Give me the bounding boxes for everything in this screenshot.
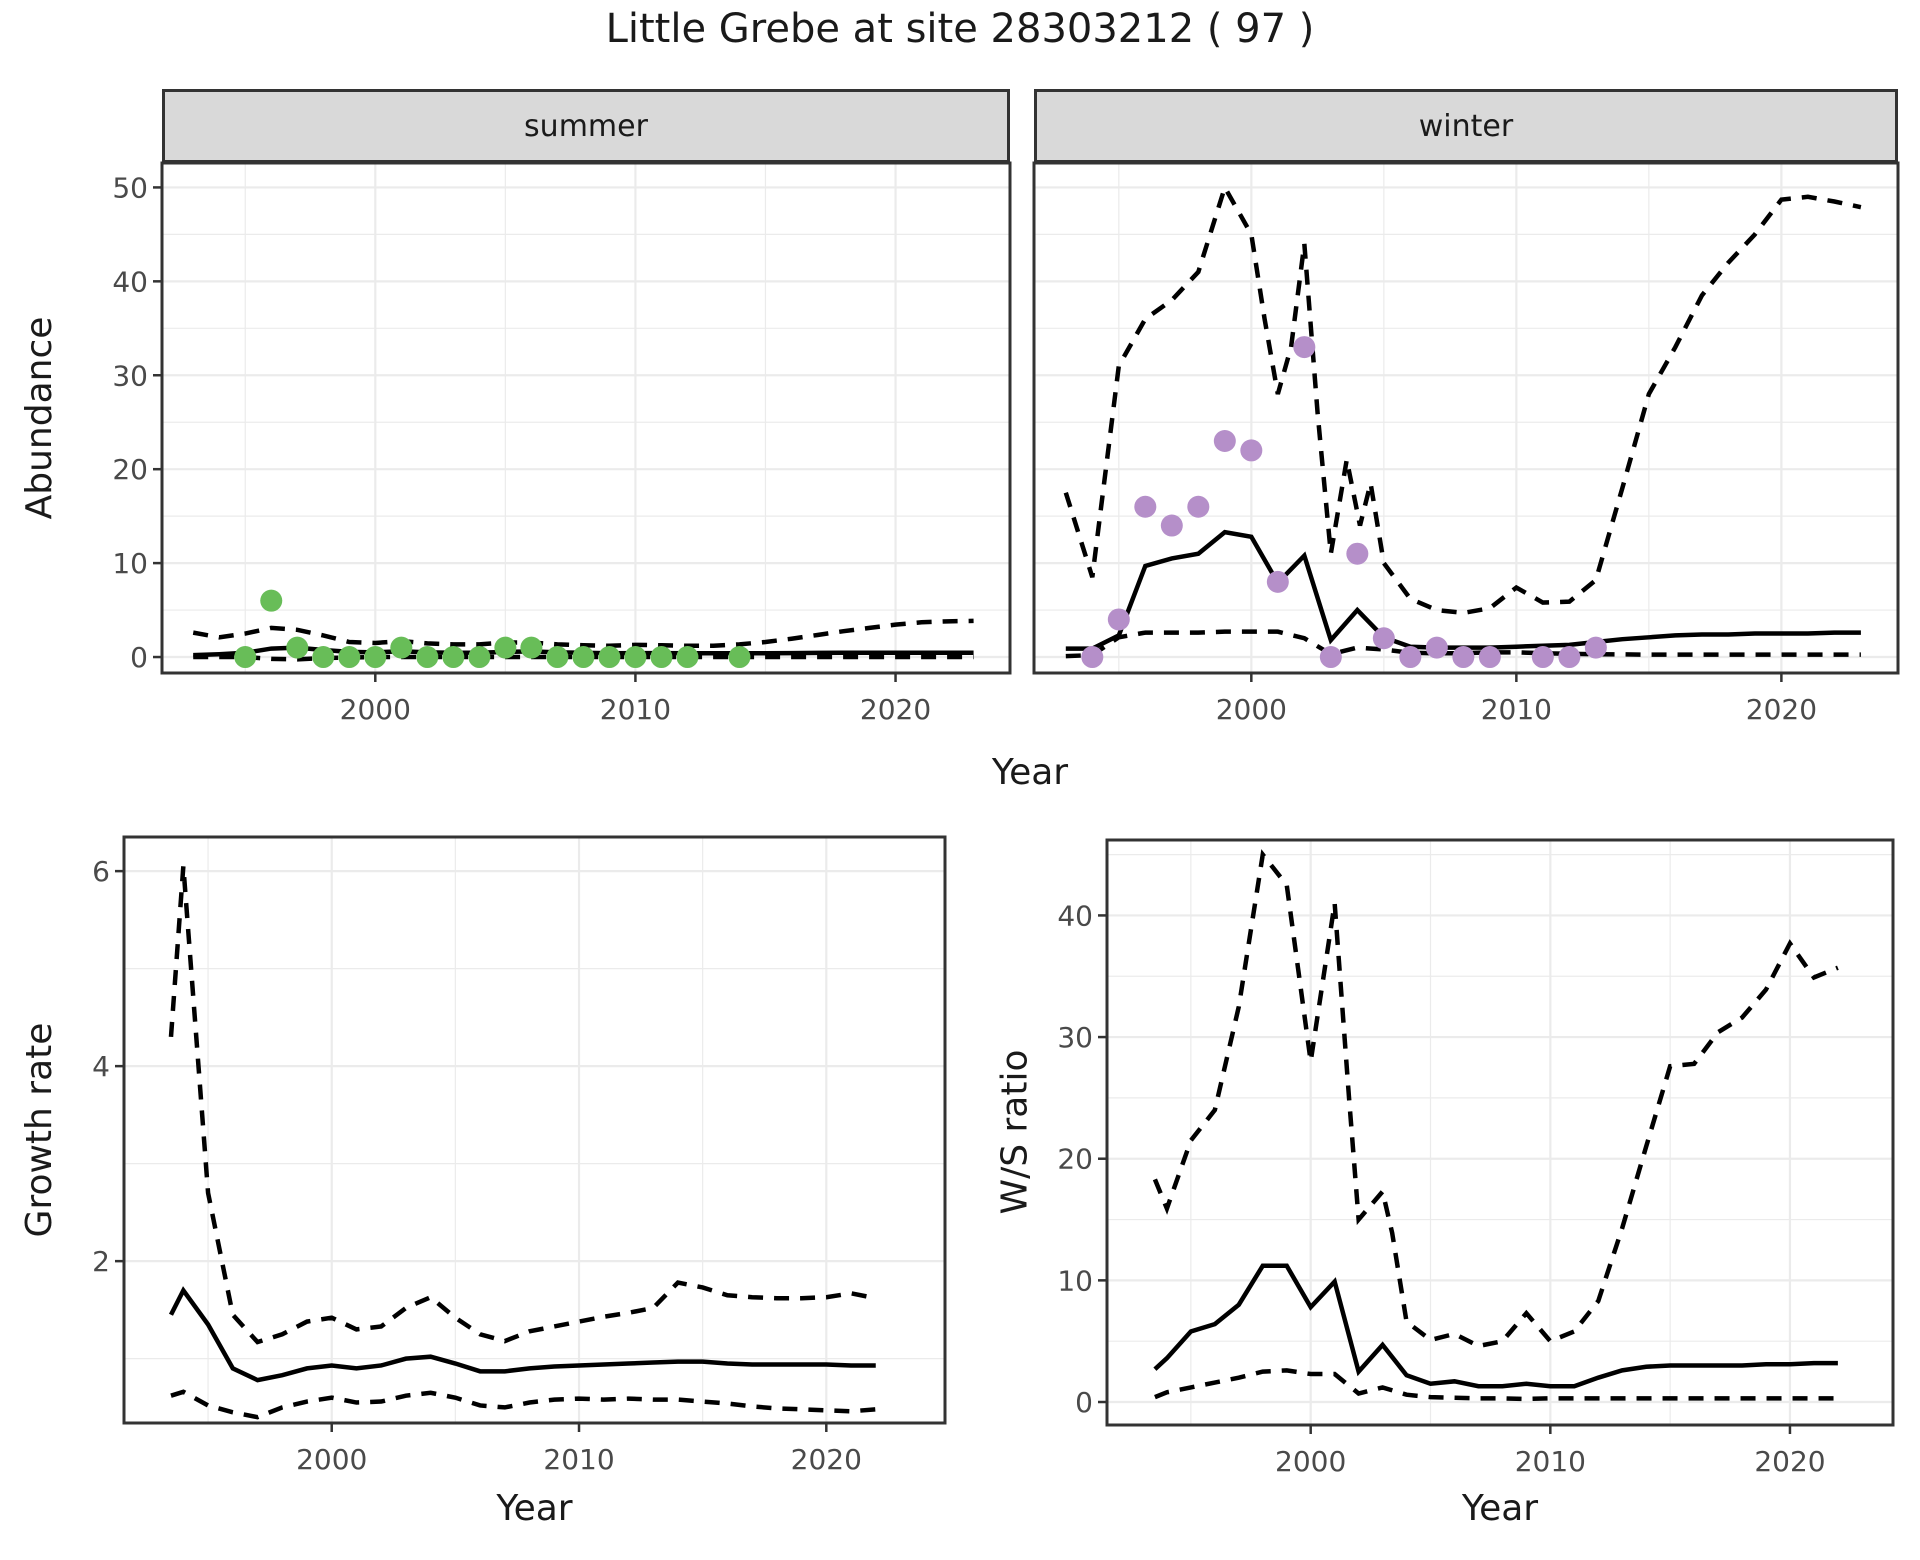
- data-point: [390, 636, 413, 659]
- data-point: [234, 646, 257, 669]
- x-tick-label: 2020: [860, 693, 931, 726]
- data-point: [260, 589, 283, 612]
- data-point: [1213, 430, 1236, 453]
- data-point: [1452, 646, 1475, 669]
- y-axis-title-growth-rate: Growth rate: [19, 1022, 60, 1238]
- data-point: [624, 646, 647, 669]
- abundance-winter-panel: 2000 2010 2020: [1032, 161, 1900, 726]
- y-tick-label: 50: [112, 171, 148, 204]
- data-point: [338, 646, 361, 669]
- x-tick-label: 2010: [543, 1443, 614, 1476]
- data-point: [520, 636, 543, 659]
- y-tick-label: 30: [1057, 1021, 1093, 1054]
- abundance-summer-panel: 2000 2010 2020 0 10 20 30 40 50: [112, 161, 1012, 726]
- data-point: [1372, 627, 1395, 650]
- facet-strip-summer: summer: [162, 89, 1010, 163]
- y-tick-label: 30: [112, 359, 148, 392]
- data-point: [1558, 646, 1581, 669]
- data-point: [546, 646, 569, 669]
- x-axis-title-year-growth: Year: [496, 1488, 573, 1529]
- facet-strip-summer-label: summer: [524, 108, 648, 144]
- y-tick-label: 10: [1057, 1264, 1093, 1297]
- data-point: [572, 646, 595, 669]
- y-axis-title-abundance: Abundance: [19, 316, 60, 520]
- estimate-line: [1065, 529, 1861, 651]
- x-tick-label: 2000: [1275, 1445, 1346, 1478]
- panel-border: [122, 835, 947, 1425]
- panel-border: [160, 161, 1012, 675]
- data-point: [1584, 636, 1607, 659]
- plot-title: Little Grebe at site 28303212 ( 97 ): [605, 6, 1315, 52]
- upper-ci-line: [168, 866, 877, 1345]
- upper-ci-line: [1152, 849, 1839, 1349]
- x-tick-label: 2010: [600, 693, 671, 726]
- lower-ci-line: [1065, 629, 1861, 659]
- data-point: [1399, 646, 1422, 669]
- panel-border: [1105, 838, 1895, 1427]
- y-tick-label: 10: [112, 547, 148, 580]
- x-tick-label: 2020: [791, 1443, 862, 1476]
- data-point: [494, 636, 517, 659]
- data-point: [1293, 336, 1316, 359]
- estimate-line: [168, 1286, 876, 1383]
- data-point: [728, 646, 751, 669]
- x-tick-label: 2000: [1216, 693, 1287, 726]
- y-tick-label: 40: [112, 265, 148, 298]
- x-axis-title-year-top: Year: [991, 752, 1069, 793]
- facet-strip-winter-label: winter: [1418, 108, 1514, 144]
- y-tick-label: 20: [112, 453, 148, 486]
- x-tick-label: 2010: [1515, 1445, 1586, 1478]
- y-tick-label: 2: [92, 1245, 110, 1278]
- lower-ci-line: [170, 1389, 876, 1420]
- data-point: [312, 646, 335, 669]
- data-point: [1266, 570, 1289, 593]
- data-point: [468, 646, 491, 669]
- y-tick-label: 4: [92, 1050, 110, 1083]
- x-tick-label: 2020: [1754, 1445, 1825, 1478]
- x-tick-label: 2010: [1481, 693, 1552, 726]
- growth-rate-panel: 2000 2010 2020 2 4 6: [92, 835, 947, 1476]
- lower-ci-line: [1154, 1368, 1838, 1402]
- data-point: [1531, 646, 1554, 669]
- data-point: [442, 646, 465, 669]
- x-tick-label: 2020: [1746, 693, 1817, 726]
- y-tick-label: 0: [1075, 1386, 1093, 1419]
- x-tick-label: 2000: [340, 693, 411, 726]
- panel-border: [1032, 161, 1900, 675]
- upper-ci-line: [1063, 181, 1862, 616]
- y-tick-label: 40: [1057, 899, 1093, 932]
- data-point: [1425, 636, 1448, 659]
- data-point: [1081, 646, 1104, 669]
- y-axis-title-ws-ratio: W/S ratio: [994, 1049, 1036, 1215]
- ws-ratio-panel: 2000 2010 2020 0 10 20 30 40: [1057, 838, 1895, 1478]
- data-point: [1346, 542, 1369, 565]
- data-point: [1134, 495, 1157, 518]
- data-point: [286, 636, 309, 659]
- data-point: [364, 646, 387, 669]
- y-tick-label: 6: [92, 855, 110, 888]
- data-point: [1187, 495, 1210, 518]
- y-tick-label: 0: [130, 641, 148, 674]
- estimate-line: [1153, 1263, 1838, 1389]
- data-point: [676, 646, 699, 669]
- y-tick-label: 20: [1057, 1143, 1093, 1176]
- x-axis-title-year-ws: Year: [1461, 1488, 1539, 1529]
- data-point: [598, 646, 621, 669]
- data-point: [1107, 608, 1130, 631]
- facet-strip-winter: winter: [1034, 89, 1898, 163]
- data-point: [1240, 439, 1263, 462]
- data-point: [650, 646, 673, 669]
- data-point: [416, 646, 439, 669]
- data-point: [1319, 646, 1342, 669]
- data-point: [1478, 646, 1501, 669]
- upper-ci-line: [192, 618, 974, 649]
- data-point: [1160, 514, 1183, 537]
- x-tick-label: 2000: [296, 1443, 367, 1476]
